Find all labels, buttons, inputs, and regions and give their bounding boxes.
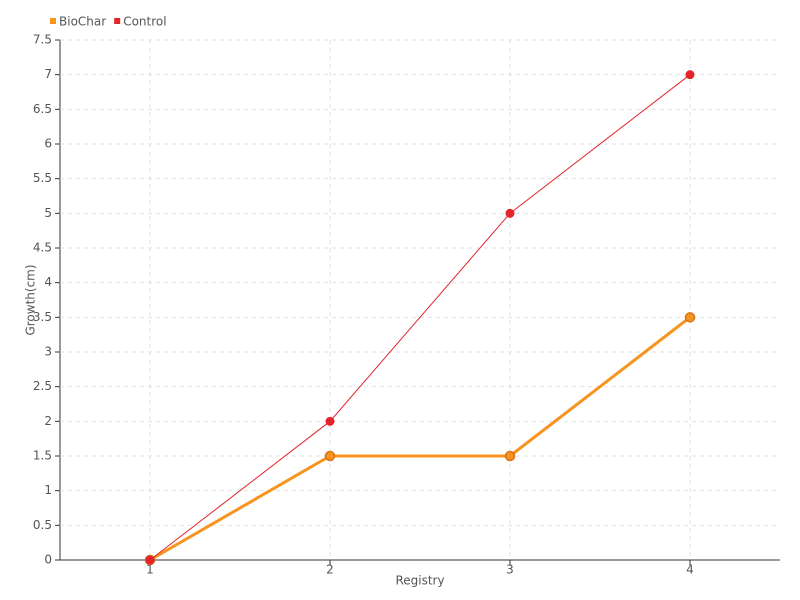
y-tick-label: 1.5 [33, 449, 52, 463]
x-tick-label: 1 [146, 563, 154, 577]
legend-label: BioChar [59, 15, 106, 29]
data-point [325, 416, 335, 426]
x-tick-label: 3 [506, 563, 514, 577]
series-line [149, 74, 691, 561]
data-point [504, 450, 516, 462]
y-tick-label: 2.5 [33, 379, 52, 393]
legend-swatch [114, 18, 121, 24]
x-tick-label: 4 [686, 563, 694, 577]
y-tick-label: 3 [44, 345, 52, 359]
series-line [149, 316, 691, 562]
y-tick-label: 7 [44, 67, 52, 81]
y-tick-label: 4 [44, 275, 52, 289]
data-point [145, 555, 155, 565]
legend-swatch [50, 18, 56, 24]
y-tick-label: 6.5 [33, 102, 52, 116]
data-point [684, 312, 696, 323]
y-tick-label: 0.5 [33, 518, 52, 532]
x-tick-label: 2 [326, 563, 334, 577]
legend-label: Control [123, 15, 166, 29]
y-axis-label: Growth(cm) [24, 264, 38, 335]
y-tick-label: 3.5 [33, 310, 52, 324]
y-tick-label: 0 [44, 553, 52, 567]
y-tick-label: 7.5 [33, 33, 52, 47]
y-tick-label: 4.5 [33, 241, 52, 255]
data-point [324, 450, 336, 462]
y-tick-label: 2 [44, 414, 52, 428]
y-tick-label: 1 [44, 483, 52, 497]
y-tick-label: 5 [44, 206, 52, 220]
y-tick-label: 6 [44, 137, 52, 151]
y-tick-label: 5.5 [33, 171, 52, 185]
x-axis-label: Registry [395, 574, 444, 588]
data-point [505, 208, 515, 218]
data-point [685, 70, 695, 80]
